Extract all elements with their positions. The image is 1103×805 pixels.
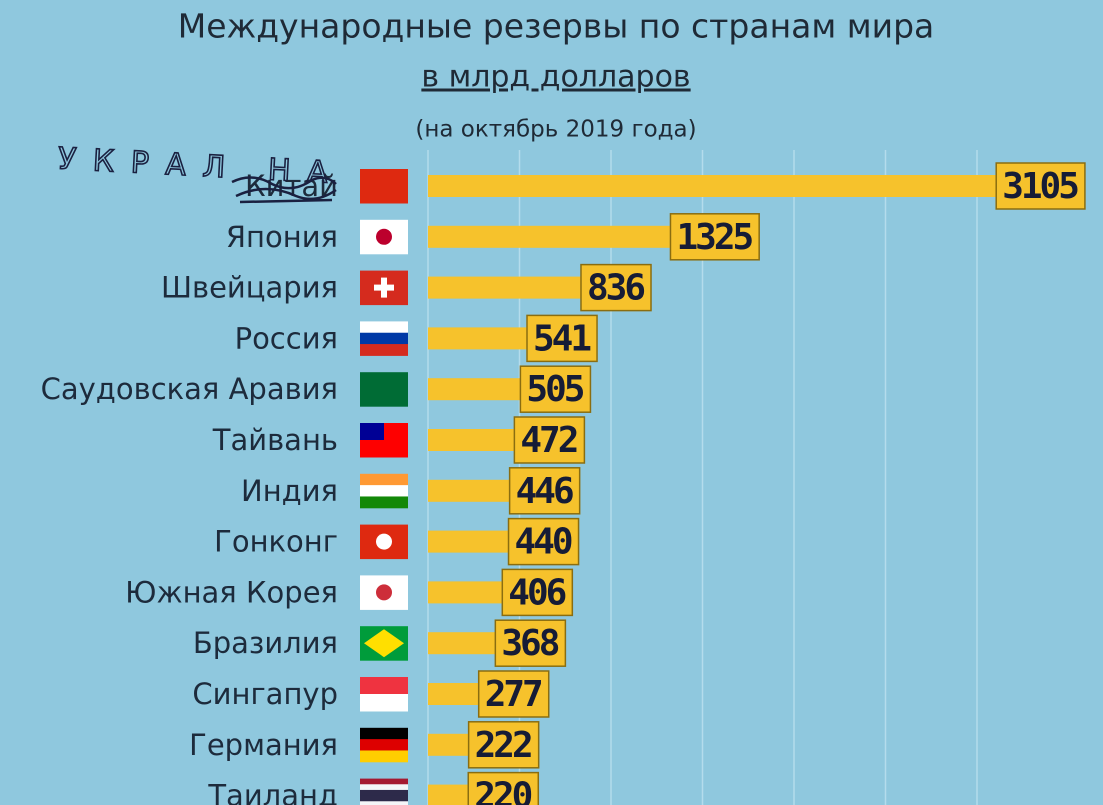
flag-emblem xyxy=(376,584,392,601)
value-label: 3105 xyxy=(1002,166,1078,207)
flag xyxy=(360,524,408,560)
bar xyxy=(428,276,581,299)
flag-stripe xyxy=(360,485,408,497)
flag xyxy=(360,727,408,763)
flag xyxy=(360,423,408,458)
bar xyxy=(428,327,528,350)
flag-stripe xyxy=(360,789,408,797)
value-label: 222 xyxy=(475,725,531,766)
flag-stripe xyxy=(360,473,408,486)
value-label: 440 xyxy=(515,522,572,563)
flag xyxy=(360,219,408,255)
value-label: 472 xyxy=(520,420,576,461)
flag-emblem xyxy=(376,533,392,550)
flag-stripe xyxy=(360,727,408,740)
flag-emblem xyxy=(360,423,384,440)
flag-stripe xyxy=(360,750,408,763)
value-box xyxy=(519,365,592,413)
value-label: 406 xyxy=(508,572,565,613)
value-label: 1325 xyxy=(676,217,752,258)
category-label: Гонконг xyxy=(214,525,338,559)
bar xyxy=(428,683,479,705)
value-label: 368 xyxy=(501,623,558,664)
category-label: Сингапур xyxy=(192,677,338,711)
flag xyxy=(360,778,408,805)
flag xyxy=(360,473,408,509)
value-box xyxy=(501,568,574,617)
flag-stripe xyxy=(360,496,408,509)
bar xyxy=(428,225,671,248)
flag-stripe xyxy=(360,784,408,791)
category-label: Бразилия xyxy=(193,626,338,660)
chart-subtitle: в млрд долларов xyxy=(421,60,690,95)
bar xyxy=(428,733,469,756)
flag-stripe xyxy=(360,169,408,204)
value-label: 277 xyxy=(485,674,541,715)
category-label: Индия xyxy=(241,474,338,508)
value-box xyxy=(995,162,1086,210)
flag-stripe xyxy=(360,344,408,356)
flag-stripe xyxy=(360,677,408,695)
value-box xyxy=(508,467,581,515)
value-box xyxy=(580,263,652,312)
flag-stripe xyxy=(360,739,408,751)
flag xyxy=(360,677,408,712)
category-label: Россия xyxy=(235,321,338,355)
category-label: Саудовская Аравия xyxy=(41,372,338,406)
value-label: 541 xyxy=(533,318,590,359)
flag-emblem xyxy=(364,629,404,658)
category-label: Таиланд xyxy=(207,779,338,805)
bar xyxy=(428,530,509,553)
bar xyxy=(428,378,521,401)
bar xyxy=(428,429,515,451)
value-box xyxy=(467,721,540,769)
flag-emblem xyxy=(374,284,394,291)
bar xyxy=(428,175,997,197)
category-label: Тайвань xyxy=(212,423,338,457)
value-box xyxy=(494,619,567,667)
bar xyxy=(428,581,503,604)
flag xyxy=(360,321,408,356)
flag xyxy=(360,626,408,661)
flag xyxy=(360,372,408,407)
flag-stripe xyxy=(360,321,408,334)
value-label: 505 xyxy=(526,369,583,410)
flag xyxy=(360,270,408,306)
category-label: Швейцария xyxy=(161,271,338,305)
value-label: 220 xyxy=(474,776,531,805)
flag-stripe xyxy=(360,332,408,345)
value-label: 836 xyxy=(587,268,644,309)
flag xyxy=(360,575,408,610)
value-box xyxy=(513,416,586,464)
value-box xyxy=(507,517,580,566)
value-box xyxy=(477,670,550,718)
bar xyxy=(428,632,496,655)
flag xyxy=(360,169,408,204)
category-label: Германия xyxy=(189,728,338,762)
flag-stripe xyxy=(360,694,408,712)
scribble xyxy=(231,176,337,204)
chart-title: Международные резервы по странам мира xyxy=(178,7,935,46)
flag-stripe xyxy=(360,801,408,805)
flag-stripe xyxy=(360,778,408,785)
category-label: Южная Корея xyxy=(125,575,338,609)
flag-stripe xyxy=(360,795,408,802)
category-label: Япония xyxy=(226,220,338,254)
value-box xyxy=(526,314,598,363)
bar xyxy=(428,479,510,502)
value-label: 446 xyxy=(516,471,573,512)
flag-emblem xyxy=(376,228,392,245)
value-box xyxy=(669,213,760,261)
bar xyxy=(428,784,469,805)
chart-note: (на октябрь 2019 года) xyxy=(415,117,696,143)
flag-stripe xyxy=(360,372,408,407)
value-box xyxy=(467,771,540,805)
